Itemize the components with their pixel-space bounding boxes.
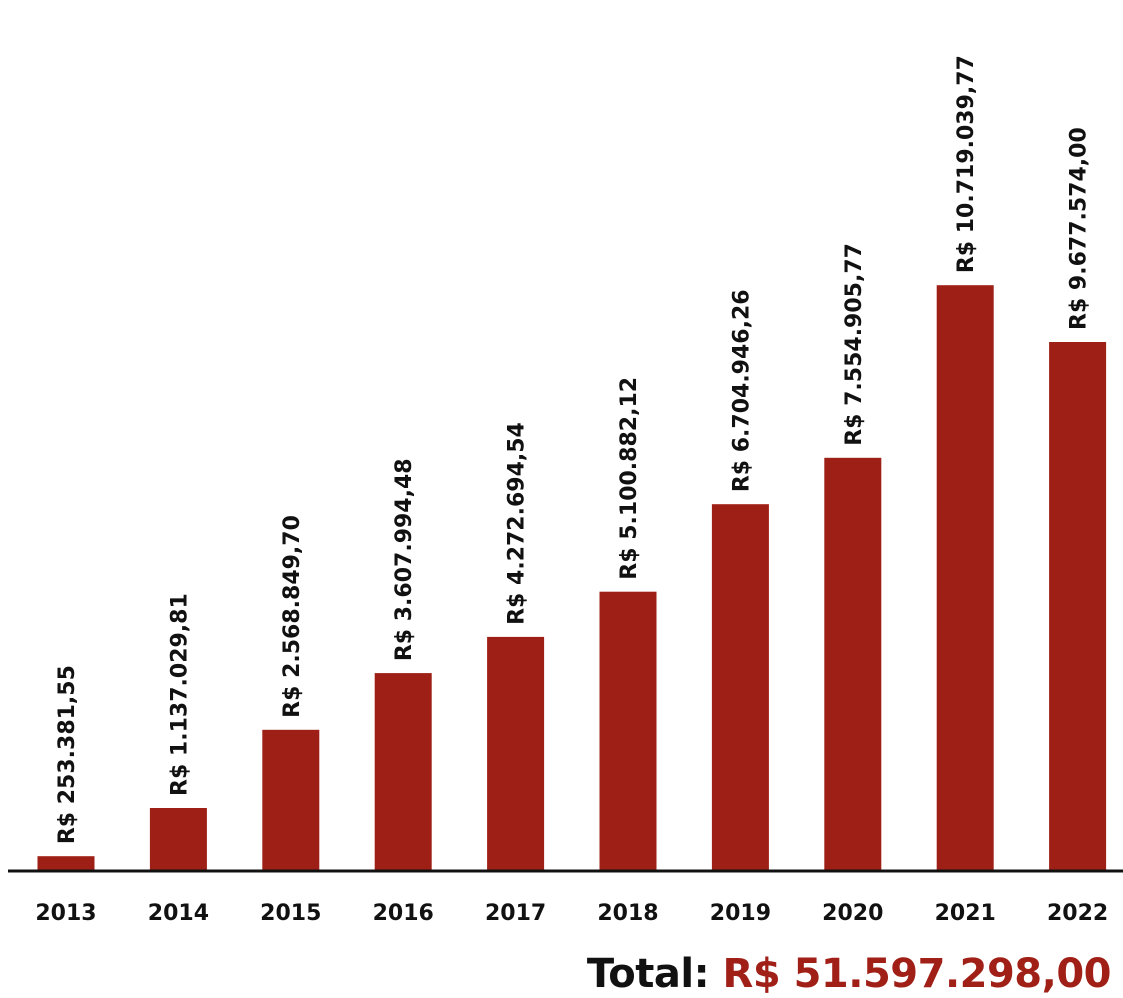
bar-2020	[824, 457, 882, 870]
data-label-2022: R$ 9.677.574,00	[1067, 127, 1092, 330]
x-tick-2013: 2013	[35, 901, 96, 926]
x-tick-2017: 2017	[485, 901, 546, 926]
x-tick-2019: 2019	[710, 901, 771, 926]
x-tick-2016: 2016	[373, 901, 434, 926]
x-tick-2021: 2021	[935, 901, 996, 926]
total-label: Total:	[586, 951, 723, 997]
data-label-2014: R$ 1.137.029,81	[167, 593, 192, 796]
bar-2015	[262, 729, 320, 870]
bar-2021	[936, 285, 994, 870]
bar-2022	[1049, 342, 1107, 870]
data-label-2018: R$ 5.100.882,12	[617, 377, 642, 580]
value-labels-layer: R$ 253.381,55 R$ 1.137.029,81 R$ 2.568.849…	[55, 55, 1092, 844]
data-label-2015: R$ 2.568.849,70	[280, 515, 305, 718]
bar-2019	[711, 504, 769, 870]
x-tick-2020: 2020	[822, 901, 883, 926]
x-tick-2015: 2015	[260, 901, 321, 926]
data-label-2017: R$ 4.272.694,54	[505, 422, 530, 625]
bars-layer	[37, 285, 1107, 870]
total-summary: Total: R$ 51.597.298,00	[586, 950, 1112, 998]
bar-2014	[149, 808, 207, 870]
data-label-2019: R$ 6.704.946,26	[729, 289, 754, 492]
data-label-2013: R$ 253.381,55	[55, 665, 80, 844]
x-tick-2018: 2018	[597, 901, 658, 926]
bar-2017	[487, 636, 545, 870]
x-tick-2022: 2022	[1047, 901, 1108, 926]
bar-2016	[374, 673, 432, 870]
x-tick-2014: 2014	[148, 901, 209, 926]
total-value: R$ 51.597.298,00	[722, 951, 1112, 997]
data-label-2020: R$ 7.554.905,77	[842, 243, 867, 446]
data-label-2021: R$ 10.719.039,77	[954, 55, 979, 273]
bar-2018	[599, 591, 657, 870]
x-tick-labels: 2013 2014 2015 2016 2017 2018 2019 2020 2021 2022	[35, 901, 1108, 926]
data-label-2016: R$ 3.607.994,48	[392, 458, 417, 661]
bar-2013	[37, 856, 95, 870]
